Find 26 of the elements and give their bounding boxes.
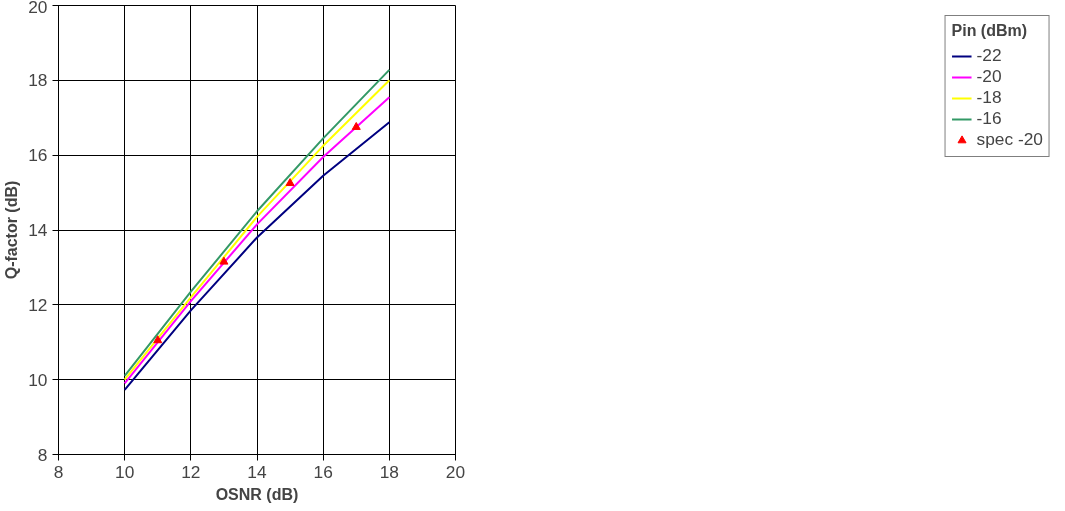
y-tick-label: 8 [37,444,48,465]
y-tick-label: 12 [28,294,48,315]
legend-label: -20 [976,66,1002,87]
legend-title: Pin (dBm) [951,22,1029,40]
legend-label: -16 [976,108,1002,129]
legend-label: -18 [976,87,1002,108]
point [153,335,163,344]
legend-label: -22 [976,45,1002,66]
y-tick-label: 10 [28,369,48,390]
point [285,178,295,187]
x-tick-label: 20 [445,461,466,482]
x-tick-label: 10 [115,461,135,482]
y-tick-label: 14 [28,220,48,240]
x-tick-label: 12 [181,461,201,482]
y-tick-label: 18 [28,70,48,91]
x-axis-title: OSNR (dB) [215,485,299,503]
x-tick-label: 8 [53,461,64,482]
point [219,256,229,265]
x-tick-label: 14 [247,461,267,482]
point [351,121,361,130]
x-tick-label: 18 [379,461,399,482]
x-tick-label: 16 [313,461,333,482]
y-tick-label: 20 [28,0,48,17]
legend-label: spec -20 [976,129,1043,150]
y-axis-title: Q-factor (dB) [3,180,21,280]
y-tick-label: 16 [28,145,48,166]
